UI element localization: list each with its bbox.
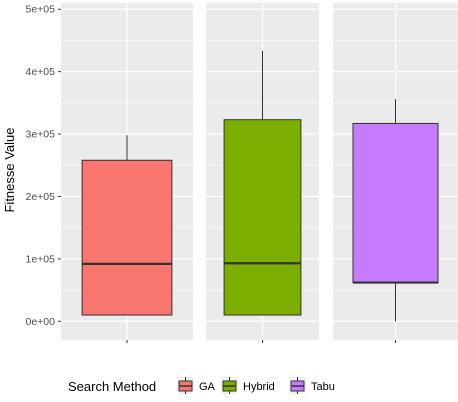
y-tick-label: 4e+05 (26, 66, 56, 78)
facet-panel-hybrid (206, 3, 319, 343)
legend-label: GA (199, 381, 216, 393)
y-axis-title: Fitnesse Value (2, 127, 17, 212)
y-axis: 0e+00 1e+05 2e+05 3e+05 4e+05 5e+05 (26, 4, 61, 328)
legend-item-ga: GA (177, 377, 216, 394)
legend-label: Tabu (311, 381, 335, 393)
legend-title: Search Method (68, 379, 156, 394)
legend-item-hybrid: Hybrid (221, 377, 275, 394)
legend-item-tabu: Tabu (289, 377, 335, 394)
y-tick-label: 2e+05 (26, 191, 56, 203)
y-tick-label: 1e+05 (26, 253, 56, 265)
box-ga (81, 159, 173, 316)
box-tabu (352, 122, 439, 284)
legend-label: Hybrid (243, 381, 275, 393)
box-hybrid (223, 119, 302, 316)
facet-panels (61, 3, 458, 343)
y-tick-label: 5e+05 (26, 4, 56, 16)
facet-panel-ga (61, 3, 193, 343)
y-tick-label: 0e+00 (26, 316, 56, 328)
legend: Search Method GA Hybrid Tabu (68, 377, 335, 394)
facet-panel-tabu (333, 3, 458, 343)
y-tick-label: 3e+05 (26, 129, 56, 141)
